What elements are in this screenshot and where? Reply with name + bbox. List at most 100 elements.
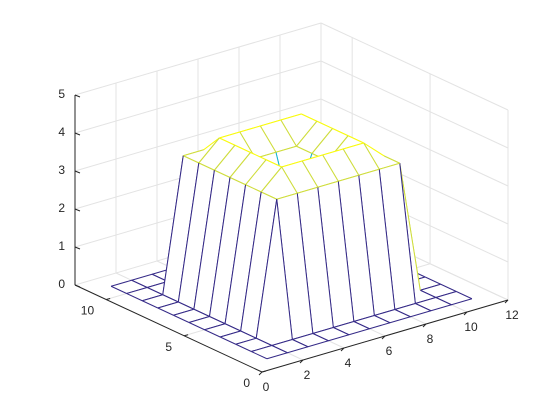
mesh-edge — [178, 301, 195, 310]
mesh-edge — [256, 337, 273, 346]
mesh-edge — [188, 322, 205, 331]
z-tick-label: 0 — [58, 277, 65, 291]
mesh-edge — [430, 304, 452, 312]
mesh-edge — [219, 336, 236, 345]
mesh-edge — [348, 328, 370, 336]
mesh-edge — [219, 137, 236, 146]
mesh-edge — [347, 135, 364, 144]
grid-line — [320, 22, 509, 111]
mesh-edge — [260, 166, 283, 193]
mesh-edge — [266, 352, 288, 360]
mesh-edge — [204, 323, 226, 331]
mesh-edge — [271, 345, 288, 354]
mesh-face — [343, 143, 380, 176]
mesh-edge — [280, 113, 302, 121]
mesh-edge — [281, 166, 298, 194]
z-tick-label: 5 — [58, 87, 65, 101]
mesh-edge — [265, 159, 282, 168]
mesh-face — [256, 199, 293, 346]
y-tick — [183, 334, 189, 337]
mesh-edge — [204, 329, 221, 338]
mesh-edge — [389, 316, 411, 324]
x-tick-label: 0 — [263, 380, 270, 394]
mesh-edge — [146, 287, 163, 296]
grid-line — [320, 60, 509, 149]
mesh-edge — [234, 144, 251, 153]
z-tick-label: 4 — [58, 125, 65, 139]
mesh-edge — [322, 148, 344, 156]
mesh-edge — [353, 321, 370, 330]
mesh-edge — [173, 314, 190, 323]
mesh-edge — [312, 333, 329, 342]
mesh-edge — [287, 346, 309, 354]
mesh-edge — [369, 322, 391, 330]
y-tick-label: 0 — [243, 376, 250, 390]
mesh-face — [296, 121, 333, 154]
mesh-edge — [301, 160, 319, 188]
mesh-face — [302, 155, 339, 188]
mesh-edge — [276, 199, 293, 340]
mesh-edge — [435, 297, 452, 306]
mesh-edge — [193, 170, 215, 310]
mesh-edge — [198, 162, 215, 171]
mesh-edge — [415, 297, 436, 304]
mesh-edge — [183, 155, 200, 164]
mesh-edge — [312, 327, 334, 334]
z-tick — [74, 94, 81, 98]
mesh-edge — [394, 309, 411, 318]
mesh-edge — [110, 279, 132, 287]
x-tick-label: 4 — [345, 356, 352, 370]
mesh-edge — [332, 128, 349, 137]
grid-line — [74, 60, 322, 134]
z-tick — [74, 208, 81, 212]
mesh-edge — [276, 192, 298, 200]
mesh-edge — [142, 300, 159, 309]
mesh-face — [297, 187, 334, 334]
mesh-edge — [451, 298, 473, 306]
mesh-edge — [383, 155, 400, 164]
mesh-face — [245, 159, 282, 192]
mesh-edge — [363, 142, 380, 170]
x-tick-label: 2 — [304, 368, 311, 382]
mesh-edge — [183, 149, 204, 157]
mesh-edge — [374, 309, 395, 316]
mesh-edge — [224, 184, 247, 324]
mesh-edge — [193, 308, 210, 317]
mesh-edge — [301, 113, 318, 122]
z-tick-label: 1 — [58, 239, 65, 253]
mesh-edge — [235, 343, 252, 352]
mesh-edge — [343, 142, 364, 150]
mesh-edge — [260, 119, 281, 127]
mesh-edge — [173, 308, 195, 316]
mesh-edge — [311, 128, 333, 154]
mesh-face — [230, 152, 267, 185]
mesh-edge — [131, 279, 148, 288]
grid-line — [320, 98, 509, 187]
mesh-edge — [198, 137, 220, 164]
mesh-edge — [394, 303, 416, 310]
mesh-edge — [292, 333, 313, 340]
mesh-edge — [229, 177, 246, 186]
mesh-edge — [302, 154, 323, 162]
mesh-edge — [239, 125, 261, 133]
x-tick — [422, 323, 427, 328]
x-tick — [340, 347, 345, 352]
mesh-edge — [317, 187, 334, 328]
mesh-edge — [420, 289, 437, 298]
mesh-edge — [358, 168, 380, 176]
mesh-edge — [240, 191, 262, 332]
mesh-edge — [214, 169, 231, 178]
mesh-edge — [255, 199, 278, 339]
mesh-edge — [333, 327, 350, 336]
mesh-edge — [209, 177, 231, 317]
z-tick — [74, 132, 81, 136]
mesh-face — [198, 138, 235, 171]
mesh-face — [322, 149, 359, 182]
mesh-edge — [259, 125, 277, 153]
mesh-edge — [337, 181, 355, 322]
mesh-edge — [245, 184, 262, 193]
mesh-face — [379, 163, 416, 310]
y-tick — [261, 370, 267, 373]
mesh-face — [225, 184, 262, 331]
mesh-face — [240, 192, 277, 339]
